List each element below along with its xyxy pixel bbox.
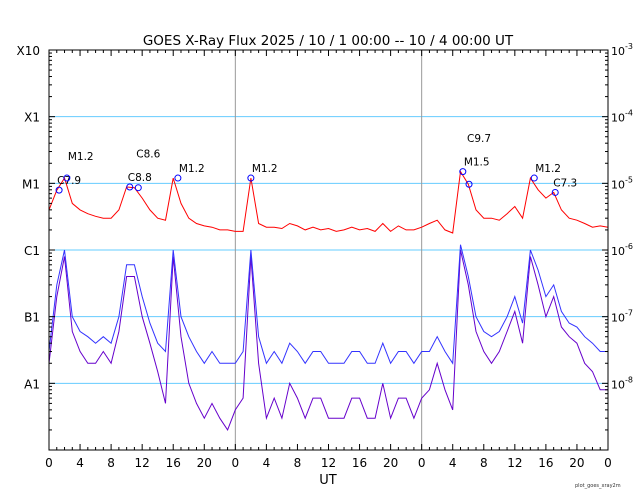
flare-label: C7.3	[553, 177, 577, 189]
x-tick-label: 20	[197, 456, 212, 470]
flare-marker	[63, 174, 71, 182]
x-tick-label: 12	[135, 456, 150, 470]
y-power-label: 10-4	[611, 109, 633, 125]
flare-label: M1.2	[68, 151, 94, 163]
flare-marker	[551, 188, 559, 196]
y-power-label: 10-3	[611, 42, 633, 58]
x-tick-label: 0	[418, 456, 426, 470]
y-class-label: B1	[24, 311, 40, 325]
x-tick-label: 0	[45, 456, 53, 470]
x-tick-label: 16	[166, 456, 181, 470]
x-tick-label: 0	[604, 456, 612, 470]
y-power-label: 10-8	[611, 375, 633, 391]
footnote: plot_goes_xray2m	[575, 483, 621, 489]
series-line-1	[48, 244, 608, 365]
y-power-label: 10-6	[611, 242, 633, 258]
flare-marker	[126, 183, 134, 191]
x-tick-label: 8	[294, 456, 302, 470]
y-class-label: X10	[17, 44, 41, 58]
x-tick-label: 8	[480, 456, 488, 470]
y-class-label: X1	[24, 111, 40, 125]
flare-label: C8.6	[136, 149, 160, 161]
x-tick-label: 8	[107, 456, 115, 470]
x-tick-label: 20	[569, 456, 584, 470]
flare-marker	[247, 174, 255, 182]
y-class-label: M1	[22, 177, 40, 191]
flare-label: M1.2	[535, 163, 561, 175]
x-tick-label: 0	[232, 456, 240, 470]
y-power-label: 10-7	[611, 309, 633, 325]
x-tick-label: 12	[507, 456, 522, 470]
flare-label: C7.9	[57, 175, 81, 187]
y-power-label: 10-5	[611, 175, 633, 191]
flare-marker	[174, 174, 182, 182]
chart-title: GOES X-Ray Flux 2025 / 10 / 1 00:00 -- 1…	[143, 33, 514, 49]
y-class-label: C1	[24, 244, 40, 258]
x-tick-label: 4	[263, 456, 271, 470]
x-tick-label: 12	[321, 456, 336, 470]
series-line-2	[48, 249, 608, 431]
flare-label: M1.2	[252, 163, 278, 175]
flare-label: C9.7	[467, 133, 491, 145]
flare-marker	[134, 184, 142, 192]
series-line-0	[48, 170, 609, 234]
flare-marker	[55, 186, 63, 194]
x-tick-label: 16	[538, 456, 553, 470]
flare-marker	[465, 180, 473, 188]
x-tick-label: 16	[352, 456, 367, 470]
flare-label: C8.8	[128, 172, 152, 184]
x-tick-label: 20	[383, 456, 398, 470]
flare-marker	[459, 168, 467, 176]
x-tick-label: 4	[76, 456, 84, 470]
flare-label: M1.5	[464, 157, 490, 169]
y-class-label: A1	[24, 377, 40, 391]
x-axis-label: UT	[319, 473, 337, 488]
x-tick-label: 4	[449, 456, 457, 470]
flare-label: M1.2	[179, 163, 205, 175]
flare-marker	[530, 174, 538, 182]
